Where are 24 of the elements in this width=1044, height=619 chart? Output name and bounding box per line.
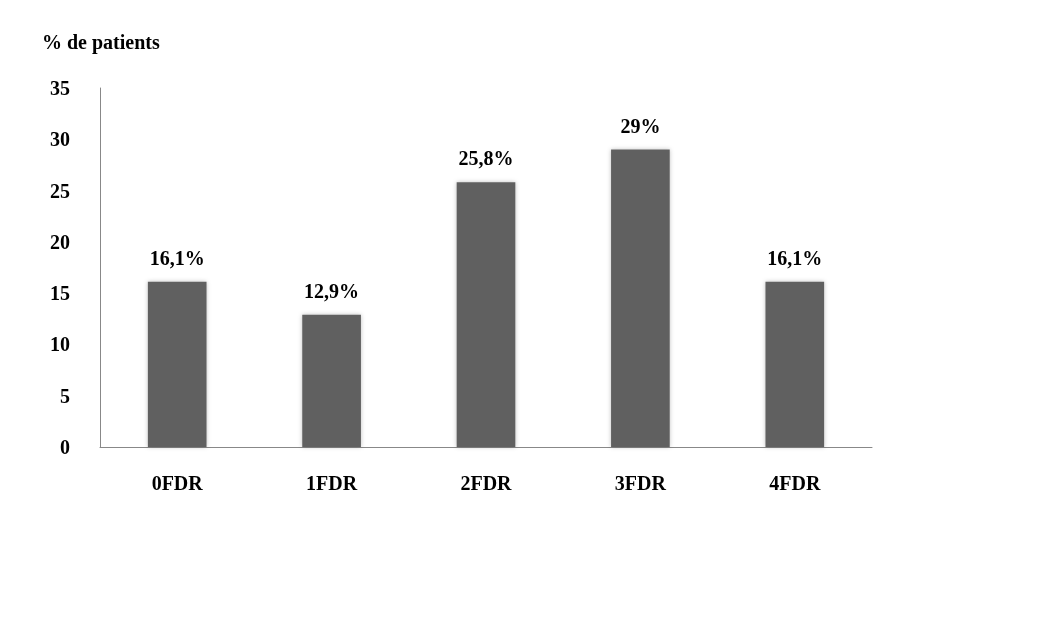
y-tick-label: 30: [50, 128, 70, 151]
data-label: 16,1%: [767, 246, 823, 269]
x-tick-label: 3FDR: [614, 472, 667, 494]
x-tick-label: 0FDR: [151, 472, 204, 494]
bar: [611, 149, 670, 447]
data-label: 12,9%: [304, 279, 360, 302]
y-tick-label: 20: [50, 230, 70, 253]
x-tick-label: 1FDR: [306, 472, 358, 494]
y-tick-label: 0: [60, 436, 70, 458]
data-label: 25,8%: [458, 147, 514, 170]
data-label: 29%: [620, 114, 661, 137]
y-tick-label: 5: [60, 384, 70, 407]
bar: [765, 281, 825, 447]
y-tick-label: 35: [50, 77, 70, 99]
x-tick-label: 2FDR: [460, 472, 513, 494]
y-tick-label: 10: [50, 333, 70, 356]
y-tick-label: 25: [50, 179, 70, 202]
data-label: 16,1%: [149, 246, 205, 269]
bar: [456, 182, 516, 447]
bar: [147, 281, 207, 447]
y-axis-title: % de patients: [42, 31, 160, 54]
y-tick-label: 15: [50, 282, 70, 305]
bar: [302, 314, 361, 447]
x-tick-label: 4FDR: [769, 472, 821, 494]
